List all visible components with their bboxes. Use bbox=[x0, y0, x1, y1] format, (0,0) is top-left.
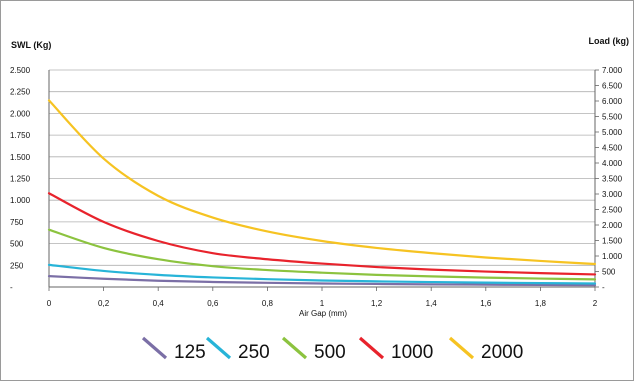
left-tick-label: 1.500 bbox=[10, 153, 31, 162]
left-tick-label: 2.500 bbox=[10, 66, 31, 75]
right-tick-label: 3.000 bbox=[602, 190, 623, 199]
left-tick-label: 2.250 bbox=[10, 88, 31, 97]
left-tick-label: 250 bbox=[10, 261, 24, 270]
left-tick-label: 1.750 bbox=[10, 131, 31, 140]
right-tick-label: 4.500 bbox=[602, 144, 623, 153]
x-tick-label: 0,4 bbox=[153, 299, 165, 308]
legend-swatch-125 bbox=[143, 338, 166, 358]
left-tick-label: 2.000 bbox=[10, 109, 31, 118]
legend-label-2000: 2000 bbox=[481, 342, 523, 363]
left-tick-label: 500 bbox=[10, 240, 24, 249]
right-axis-ticks: - 500 1.000 1.500 2.000 2.500 3.000 3.500 4.000 4… bbox=[595, 66, 623, 292]
x-tick-label: 0,8 bbox=[262, 299, 274, 308]
x-tick-label: 1,6 bbox=[480, 299, 492, 308]
legend-swatch-250 bbox=[207, 338, 230, 358]
x-tick-label: 0,2 bbox=[98, 299, 110, 308]
x-tick-label: 0,6 bbox=[207, 299, 219, 308]
x-tick-label: 2 bbox=[593, 299, 598, 308]
left-axis-ticks: - 250 500 750 1.000 1.250 1.500 1.750 2.000 2.250… bbox=[10, 66, 31, 292]
left-tick-label: 1.250 bbox=[10, 175, 31, 184]
right-tick-label: 5.000 bbox=[602, 128, 623, 137]
left-tick-label: 750 bbox=[10, 218, 24, 227]
left-axis-title: SWL (Kg) bbox=[11, 40, 51, 50]
right-tick-label: - bbox=[602, 283, 605, 292]
legend: 125 250 500 1000 2000 bbox=[143, 338, 523, 363]
x-axis-title: Air Gap (mm) bbox=[299, 309, 347, 318]
right-tick-label: 2.000 bbox=[602, 221, 623, 230]
legend-swatch-1000 bbox=[360, 338, 383, 358]
x-tick-label: 1,8 bbox=[535, 299, 547, 308]
series-line-2000 bbox=[49, 100, 595, 264]
x-axis-ticks: 0 0,2 0,4 0,6 0,8 1 1,2 1,4 1,6 1,8 2 bbox=[47, 287, 598, 308]
x-tick-label: 0 bbox=[47, 299, 52, 308]
right-tick-label: 2.500 bbox=[602, 206, 623, 215]
x-tick-label: 1,4 bbox=[426, 299, 438, 308]
right-tick-label: 3.500 bbox=[602, 175, 623, 184]
right-tick-label: 4.000 bbox=[602, 159, 623, 168]
left-tick-label: 1.000 bbox=[10, 196, 31, 205]
right-tick-label: 1.000 bbox=[602, 252, 623, 261]
series-line-1000 bbox=[49, 193, 595, 274]
legend-label-125: 125 bbox=[174, 342, 206, 363]
right-tick-label: 6.000 bbox=[602, 97, 623, 106]
left-tick-label: - bbox=[10, 283, 13, 292]
right-tick-label: 6.500 bbox=[602, 82, 623, 91]
legend-label-500: 500 bbox=[314, 342, 346, 363]
right-axis-title: Load (kg) bbox=[589, 36, 630, 46]
right-tick-label: 5.500 bbox=[602, 113, 623, 122]
right-tick-label: 1.500 bbox=[602, 237, 623, 246]
legend-label-250: 250 bbox=[238, 342, 270, 363]
right-tick-label: 500 bbox=[602, 268, 616, 277]
legend-swatch-500 bbox=[283, 338, 306, 358]
series-lines bbox=[49, 100, 595, 285]
x-tick-label: 1,2 bbox=[371, 299, 383, 308]
legend-label-1000: 1000 bbox=[391, 342, 433, 363]
legend-swatch-2000 bbox=[450, 338, 473, 358]
right-tick-label: 7.000 bbox=[602, 66, 623, 75]
x-tick-label: 1 bbox=[320, 299, 325, 308]
